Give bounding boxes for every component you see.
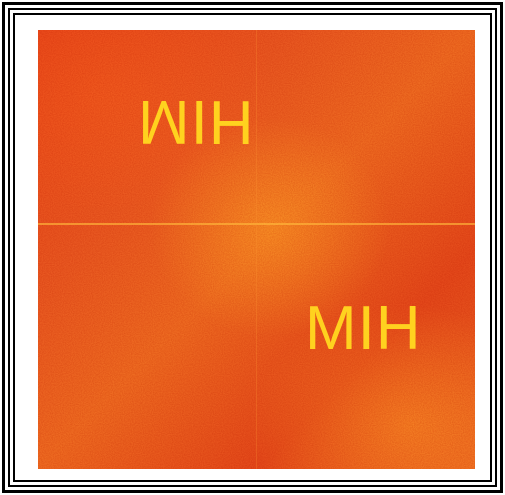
noise-texture [38,30,475,469]
horizontal-axis-line [38,223,475,225]
noise-photo: HIM HIM [38,30,475,469]
vertical-axis-line [256,30,257,469]
mirrored-text-top: HIM [137,87,254,156]
mirrored-text-bottom: HIM [304,294,421,363]
